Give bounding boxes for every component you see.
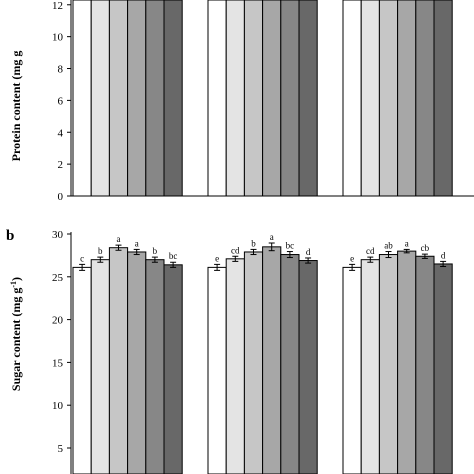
significance-label: b xyxy=(98,246,103,256)
bar xyxy=(342,0,362,197)
y-tick-label: 30 xyxy=(52,229,64,241)
significance-label: a xyxy=(135,238,139,248)
y-tick-label: 8 xyxy=(58,64,64,76)
significance-label: d xyxy=(441,250,446,260)
y-tick-label: 12 xyxy=(52,0,63,12)
significance-label: cd xyxy=(366,246,375,256)
bar xyxy=(90,259,110,474)
y-tick-label: 6 xyxy=(58,95,64,107)
bar xyxy=(360,0,380,197)
bar xyxy=(298,260,318,474)
bar xyxy=(145,0,165,197)
bar xyxy=(360,259,380,474)
panel-protein-content: 0 2 4 6 8 10 12 Protein content (mg g xyxy=(9,0,474,203)
bar xyxy=(280,254,300,474)
bar xyxy=(433,263,453,474)
significance-label: a xyxy=(270,232,274,242)
bar xyxy=(243,251,264,474)
panel-label-b: b xyxy=(6,228,14,244)
y-tick-label: 10 xyxy=(52,400,64,412)
bar xyxy=(342,266,362,474)
sugar-y-ticks: 5 10 15 20 25 30 xyxy=(52,229,71,455)
bar xyxy=(90,0,110,197)
sugar-y-axis-title-end: ) xyxy=(9,277,23,281)
bar xyxy=(397,250,417,474)
bar xyxy=(127,251,147,474)
y-tick-label: 2 xyxy=(58,159,64,171)
y-tick-label: 15 xyxy=(52,357,64,369)
protein-y-axis-title: Protein content (mg g xyxy=(9,51,23,162)
bar xyxy=(433,0,453,197)
bar xyxy=(72,266,92,474)
significance-label: e xyxy=(215,253,219,263)
significance-label: bc xyxy=(169,251,178,261)
bar xyxy=(298,0,318,197)
significance-label: c xyxy=(80,253,84,263)
significance-label: a xyxy=(117,234,121,244)
y-tick-label: 20 xyxy=(52,315,64,327)
bar xyxy=(207,266,227,474)
protein-y-ticks: 0 2 4 6 8 10 12 xyxy=(52,0,71,203)
sugar-y-axis-title-sup: -1 xyxy=(9,281,18,288)
bar xyxy=(378,254,399,474)
significance-label: d xyxy=(306,247,311,257)
sugar-y-axis-title: Sugar content (mg g-1) xyxy=(9,277,24,391)
significance-label: ab xyxy=(384,241,393,251)
y-tick-label: 4 xyxy=(58,127,64,139)
bar xyxy=(225,258,245,474)
bar xyxy=(145,259,165,474)
bar xyxy=(225,0,245,197)
significance-label: b xyxy=(153,246,158,256)
bar xyxy=(415,255,435,474)
y-tick-label: 25 xyxy=(52,272,64,284)
bar xyxy=(108,0,129,197)
bar xyxy=(397,0,417,197)
bar xyxy=(108,247,129,474)
bar xyxy=(378,0,399,197)
significance-label: cb xyxy=(421,243,430,253)
bar xyxy=(262,0,282,197)
bar xyxy=(280,0,300,197)
significance-label: e xyxy=(350,253,354,263)
sugar-y-axis-title-main: Sugar content (mg g xyxy=(9,288,23,391)
bar xyxy=(127,0,147,197)
bar xyxy=(163,0,183,197)
bar xyxy=(207,0,227,197)
significance-label: a xyxy=(405,238,409,248)
y-tick-label: 10 xyxy=(52,32,64,44)
y-tick-label: 0 xyxy=(58,191,64,203)
bar xyxy=(415,0,435,197)
bar xyxy=(262,246,282,474)
bar xyxy=(243,0,264,197)
bar xyxy=(72,0,92,197)
significance-label: bc xyxy=(286,241,295,251)
significance-label: cd xyxy=(231,245,240,255)
y-tick-label: 5 xyxy=(58,443,64,455)
bar xyxy=(163,264,183,474)
protein-bars xyxy=(72,0,453,197)
significance-label: b xyxy=(251,238,256,248)
